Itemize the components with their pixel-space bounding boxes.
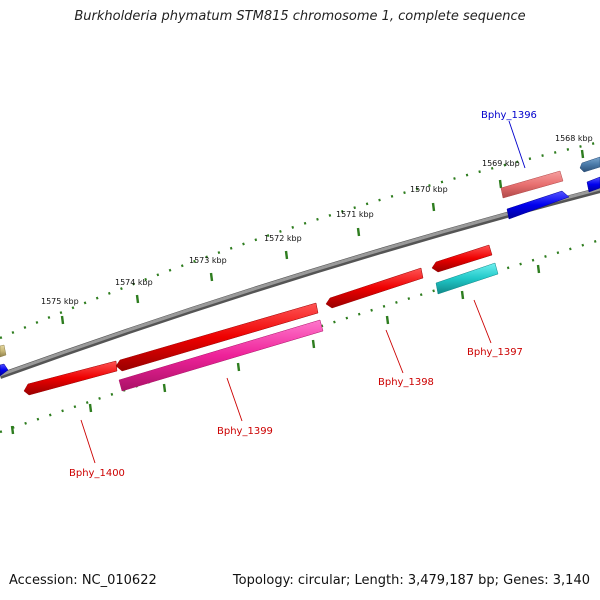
outer-ruler — [0, 140, 600, 340]
cds-feature-bphy-1397-forward[interactable] — [431, 244, 493, 273]
gene-label-bphy-1400[interactable]: Bphy_1400 — [69, 468, 125, 479]
tick-label-1575: 1575 kbp — [41, 297, 79, 306]
major-ticks — [60, 149, 585, 325]
gene-label-bphy-1397[interactable]: Bphy_1397 — [467, 347, 523, 358]
gene-label-bphy-1398[interactable]: Bphy_1398 — [378, 377, 434, 388]
leader-lines — [80, 120, 526, 464]
tick-label-1568: 1568 kbp — [555, 134, 593, 143]
cds-feature-bphy-1399-forward[interactable] — [115, 302, 319, 372]
cds-feature-bphy-1399[interactable] — [118, 319, 324, 392]
gene-label-bphy-1396[interactable]: Bphy_1396 — [481, 110, 537, 121]
map-title: Burkholderia phymatum STM815 chromosome … — [74, 9, 526, 24]
cds-feature-bphy-1398[interactable] — [325, 267, 424, 309]
accession-text: Accession: NC_010622 — [9, 573, 157, 588]
cds-feature-steel[interactable] — [579, 156, 600, 173]
inner-major-ticks — [10, 264, 541, 435]
topology-text: Topology: circular; Length: 3,479,187 bp… — [232, 573, 590, 588]
cds-feature-salmon[interactable] — [500, 170, 564, 199]
tick-label-1569: 1569 kbp — [482, 159, 520, 168]
cds-feature-khaki[interactable] — [0, 344, 7, 358]
gene-label-bphy-1399[interactable]: Bphy_1399 — [217, 426, 273, 437]
tick-label-1571: 1571 kbp — [336, 210, 374, 219]
tick-label-1573: 1573 kbp — [189, 256, 227, 265]
cds-feature-bphy-1400[interactable] — [23, 360, 118, 396]
tick-label-1572: 1572 kbp — [264, 234, 302, 243]
tick-label-1574: 1574 kbp — [115, 278, 153, 287]
cds-feature-bphy-1396[interactable] — [506, 190, 570, 220]
cds-feature-blue-right[interactable] — [586, 176, 600, 193]
tick-label-1570: 1570 kbp — [410, 185, 448, 194]
cds-feature-blue-left[interactable] — [0, 363, 9, 377]
cds-feature-bphy-1397[interactable] — [435, 262, 499, 295]
